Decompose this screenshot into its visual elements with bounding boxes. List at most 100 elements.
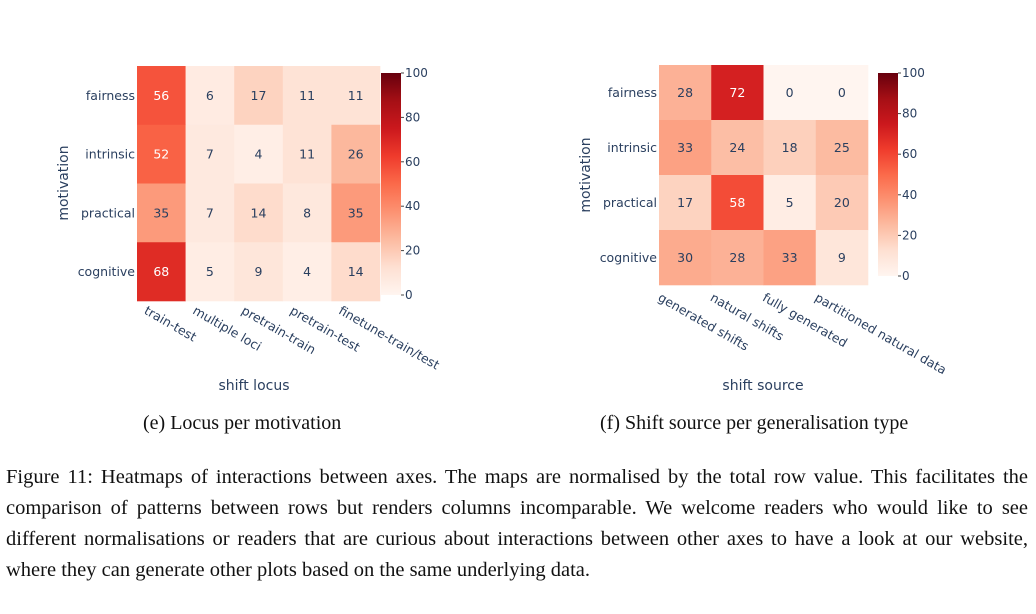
- cell-value-label: 0: [838, 85, 846, 100]
- heatmap-cell: [234, 66, 284, 126]
- cell-value-label: 14: [251, 205, 267, 220]
- x-axis-title: shift source: [722, 378, 803, 394]
- heatmap-cell: [763, 120, 817, 176]
- heatmap-cell: [234, 124, 284, 184]
- heatmap-cell: [234, 183, 284, 243]
- x-tick-label: train-test: [142, 303, 199, 345]
- y-tick-label: practical: [603, 195, 657, 210]
- heatmap-cell: [137, 183, 186, 243]
- y-tick-label: fairness: [608, 85, 657, 100]
- cell-value-label: 11: [299, 147, 315, 162]
- colorbar-tick-label: 100: [902, 66, 925, 80]
- cell-value-label: 9: [255, 264, 263, 279]
- heatmap-cell: [815, 230, 869, 286]
- cell-value-label: 33: [677, 140, 693, 155]
- cell-value-label: 24: [729, 140, 745, 155]
- cell-value-label: 5: [786, 195, 794, 210]
- heatmap-cell: [137, 66, 186, 126]
- heatmap-cell: [711, 175, 764, 231]
- colorbar: [381, 73, 401, 295]
- subcaption-left: (e) Locus per motivation: [143, 412, 342, 434]
- cell-value-label: 56: [153, 88, 169, 103]
- colorbar-tick-label: 20: [902, 228, 917, 242]
- colorbar-tick-label: 40: [902, 188, 917, 202]
- cell-value-label: 26: [348, 147, 364, 162]
- heatmap-cell: [659, 120, 712, 176]
- colorbar-tick-label: 60: [405, 155, 420, 169]
- heatmap-cell: [711, 230, 764, 286]
- y-tick-label: fairness: [86, 88, 135, 103]
- cell-value-label: 7: [206, 147, 214, 162]
- cell-value-label: 14: [348, 264, 364, 279]
- cell-value-label: 4: [255, 147, 263, 162]
- cell-value-label: 58: [729, 195, 745, 210]
- cell-value-label: 52: [153, 147, 169, 162]
- heatmap-cell: [763, 65, 817, 121]
- colorbar-tick-label: 80: [405, 110, 420, 124]
- source-heatmap: 28 72 0 0 33 24 18 25 17 58 5 20 30 28 33 9 fairness intr…: [578, 65, 949, 394]
- heatmap-cell: [137, 124, 186, 184]
- colorbar-tick-label: 0: [902, 269, 910, 283]
- colorbar: [878, 73, 898, 276]
- cell-value-label: 35: [153, 205, 169, 220]
- cell-value-label: 11: [299, 88, 315, 103]
- cell-value-label: 4: [303, 264, 311, 279]
- heatmap-cell: [815, 175, 869, 231]
- heatmap-cell: [711, 120, 764, 176]
- cell-value-label: 33: [782, 250, 798, 265]
- x-axis-title: shift locus: [219, 378, 290, 394]
- y-tick-label: practical: [81, 205, 135, 220]
- cell-value-label: 28: [677, 85, 693, 100]
- cell-value-label: 28: [729, 250, 745, 265]
- heatmap-cell: [137, 242, 186, 302]
- cell-value-label: 72: [729, 85, 745, 100]
- colorbar-tick-label: 40: [405, 199, 420, 213]
- subcaption-right: (f) Shift source per generalisation type: [600, 412, 909, 434]
- colorbar-tick-label: 80: [902, 107, 917, 121]
- heatmap-cell: [331, 66, 381, 126]
- heatmap-cell: [185, 242, 235, 302]
- heatmap-cell: [711, 65, 764, 121]
- heatmap-cell: [815, 120, 869, 176]
- heatmap-cell: [331, 124, 381, 184]
- cell-value-label: 6: [206, 88, 214, 103]
- heatmap-cell: [185, 183, 235, 243]
- cell-value-label: 17: [251, 88, 267, 103]
- y-tick-label: cognitive: [600, 250, 658, 265]
- cell-value-label: 35: [348, 205, 364, 220]
- colorbar-tick-label: 100: [405, 66, 428, 80]
- heatmap-cell: [763, 230, 817, 286]
- y-tick-label: intrinsic: [85, 147, 135, 162]
- cell-value-label: 18: [782, 140, 798, 155]
- cell-value-label: 5: [206, 264, 214, 279]
- cell-value-label: 25: [834, 140, 850, 155]
- heatmap-cell: [282, 66, 332, 126]
- cell-value-label: 11: [348, 88, 364, 103]
- colorbar-tick-label: 20: [405, 244, 420, 258]
- cell-value-label: 8: [303, 205, 311, 220]
- y-axis-title: motivation: [56, 145, 72, 220]
- x-tick-label: generated shifts: [656, 290, 752, 354]
- heatmap-cell: [234, 242, 284, 302]
- heatmap-cell: [763, 175, 817, 231]
- heatmap-cell: [331, 242, 381, 302]
- colorbar-tick-label: 0: [405, 288, 413, 302]
- cell-value-label: 9: [838, 250, 846, 265]
- cell-value-label: 20: [834, 195, 850, 210]
- heatmap-cell: [659, 65, 712, 121]
- heatmap-cell: [815, 65, 869, 121]
- heatmap-cell: [185, 124, 235, 184]
- y-tick-label: cognitive: [78, 264, 136, 279]
- y-tick-label: intrinsic: [607, 140, 657, 155]
- heatmap-cell: [659, 230, 712, 286]
- figure-caption: Figure 11: Heatmaps of interactions betw…: [6, 466, 1028, 581]
- cell-value-label: 68: [153, 264, 169, 279]
- cell-value-label: 30: [677, 250, 693, 265]
- heatmap-cell: [282, 242, 332, 302]
- locus-heatmap: 56 6 17 11 11 52 7 4 11 26 35 7 14 8 35 68 5 9 4 14 fairness…: [56, 66, 442, 394]
- heatmap-cell: [659, 175, 712, 231]
- heatmap-cell: [331, 183, 381, 243]
- heatmap-cell: [282, 183, 332, 243]
- cell-value-label: 17: [677, 195, 693, 210]
